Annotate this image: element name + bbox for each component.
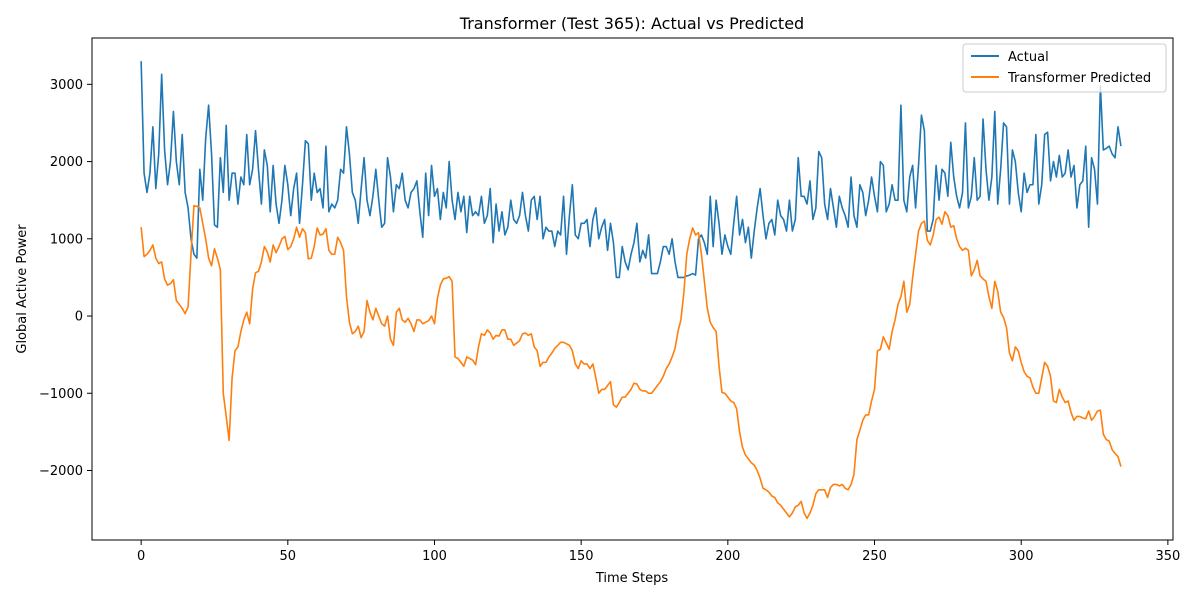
- x-axis-label: Time Steps: [595, 571, 669, 586]
- x-axis: 0 50 100 150 200 250 300 350: [137, 540, 1180, 564]
- x-tick-label: 350: [1155, 549, 1180, 564]
- x-tick-label: 150: [569, 549, 594, 564]
- series-line-predicted: [140, 204, 1122, 520]
- y-tick-label: 3000: [50, 78, 83, 93]
- y-tick-label: 2000: [50, 155, 83, 170]
- x-tick-label: 100: [422, 549, 447, 564]
- legend: Actual Transformer Predicted: [962, 43, 1167, 93]
- series-line-actual: [140, 61, 1122, 279]
- x-tick-label: 0: [137, 549, 145, 564]
- y-axis: −2000 −1000 0 1000 2000 3000: [39, 78, 92, 479]
- y-tick-label: −2000: [39, 464, 83, 479]
- y-axis-label: Global Active Power: [15, 224, 30, 354]
- legend-label-predicted: Transformer Predicted: [1007, 71, 1151, 86]
- y-tick-label: 0: [75, 310, 83, 325]
- x-tick-label: 250: [862, 549, 887, 564]
- legend-box: [962, 43, 1167, 93]
- series-layer: [140, 61, 1122, 520]
- legend-label-actual: Actual: [1008, 50, 1049, 65]
- chart-title: Transformer (Test 365): Actual vs Predic…: [459, 14, 804, 33]
- x-tick-label: 200: [715, 549, 740, 564]
- plot-area: [91, 37, 1174, 541]
- y-tick-label: −1000: [39, 387, 83, 402]
- x-tick-label: 50: [280, 549, 297, 564]
- x-tick-label: 300: [1009, 549, 1034, 564]
- y-tick-label: 1000: [50, 232, 83, 247]
- plot-frame: [91, 37, 1174, 541]
